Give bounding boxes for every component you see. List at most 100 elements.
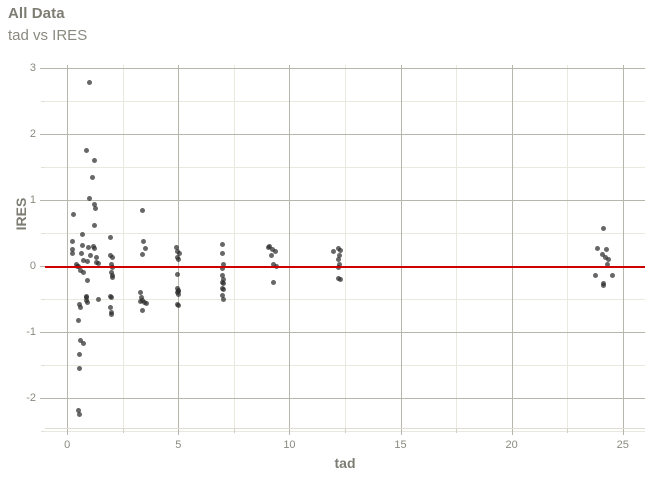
gridline-minor-horizontal: [45, 167, 645, 169]
gridline-minor-vertical: [122, 65, 124, 428]
gridline-major-vertical: [400, 65, 402, 428]
scatter-point: [220, 296, 226, 302]
y-tick-mark: [40, 68, 45, 70]
scatter-point: [89, 175, 95, 181]
scatter-point: [175, 271, 181, 277]
scatter-point: [138, 299, 144, 305]
scatter-point: [220, 250, 226, 256]
y-tick-label: -2: [26, 392, 36, 405]
scatter-point: [76, 302, 82, 308]
scatter-point: [601, 282, 607, 288]
scatter-point: [600, 251, 606, 257]
y-tick-mark-minor: [41, 167, 45, 169]
scatter-point: [84, 278, 90, 284]
gridline-major-vertical: [178, 65, 180, 428]
scatter-point: [80, 341, 86, 347]
y-tick-label: 3: [29, 62, 36, 75]
scatter-point: [77, 305, 83, 311]
scatter-point: [176, 288, 182, 294]
x-tick-mark: [511, 429, 513, 435]
gridline-major-vertical: [289, 65, 291, 428]
y-tick-label: -1: [26, 326, 36, 339]
scatter-point: [139, 251, 145, 257]
scatter-point: [610, 273, 616, 279]
gridline-minor-horizontal: [45, 299, 645, 301]
scatter-point: [271, 262, 277, 268]
y-tick-mark-minor: [41, 101, 45, 103]
x-tick-label: 25: [616, 439, 629, 451]
scatter-point: [272, 249, 278, 255]
scatter-point: [592, 273, 598, 279]
gridline-major-horizontal: [45, 398, 645, 400]
scatter-point: [271, 279, 277, 285]
y-tick-mark-minor: [41, 365, 45, 367]
scatter-point: [109, 255, 115, 261]
scatter-point: [71, 212, 77, 218]
scatter-point: [175, 303, 181, 309]
scatter-point: [109, 294, 115, 300]
x-tick-mark-minor: [567, 429, 569, 433]
x-tick-label: 5: [175, 439, 182, 451]
scatter-point: [267, 244, 273, 249]
scatter-point: [86, 80, 92, 86]
scatter-point: [91, 222, 97, 228]
y-axis-label: IRES: [13, 197, 29, 231]
scatter-point: [108, 304, 114, 310]
scatter-point: [138, 290, 144, 296]
gridline-major-horizontal: [45, 68, 645, 70]
scatter-point: [142, 245, 148, 251]
scatter-point: [109, 275, 115, 281]
gridline-major-vertical: [622, 65, 624, 428]
scatter-point: [176, 250, 182, 256]
x-tick-mark-minor: [345, 429, 346, 433]
x-tick-mark: [622, 429, 624, 435]
y-tick-mark: [40, 200, 45, 202]
scatter-point: [86, 196, 92, 202]
gridline-major-vertical: [511, 65, 513, 428]
scatter-point: [85, 245, 91, 251]
scatter-point: [173, 245, 179, 251]
y-tick-label: 2: [29, 128, 36, 141]
gridline-minor-vertical: [567, 65, 569, 428]
y-tick-mark: [40, 332, 45, 334]
gridline-minor-vertical: [345, 65, 346, 428]
scatter-point: [78, 337, 84, 343]
gridline-major-horizontal: [45, 200, 645, 202]
scatter-point: [140, 238, 146, 244]
gridline-major-vertical: [67, 65, 69, 428]
zero-reference-line: [45, 266, 645, 268]
scatter-point: [80, 270, 86, 276]
scatter-point: [92, 205, 98, 211]
scatter-point: [336, 256, 342, 262]
y-tick-mark: [40, 266, 45, 268]
scatter-point: [175, 256, 181, 262]
gridline-major-horizontal: [45, 332, 645, 334]
x-tick-mark: [289, 429, 291, 435]
scatter-point: [91, 245, 97, 251]
scatter-point: [80, 232, 86, 238]
scatter-point: [91, 202, 97, 208]
y-tick-mark-minor: [41, 299, 45, 301]
scatter-point: [93, 254, 99, 260]
scatter-point: [140, 308, 146, 314]
scatter-point: [96, 260, 102, 266]
scatter-point: [84, 295, 90, 301]
scatter-point: [78, 267, 84, 273]
scatter-point: [144, 300, 150, 306]
scatter-point: [337, 247, 343, 253]
scatter-point: [108, 261, 114, 267]
x-axis-line: [45, 428, 645, 429]
y-tick-label: 1: [29, 194, 36, 207]
x-axis-label: tad: [334, 455, 356, 471]
scatter-point: [220, 273, 226, 279]
scatter-point: [220, 277, 226, 282]
scatter-point: [76, 407, 82, 413]
gridline-minor-vertical: [456, 65, 458, 428]
scatter-point: [175, 291, 181, 297]
x-tick-label: 15: [394, 439, 407, 451]
x-tick-mark-minor: [233, 429, 235, 433]
scatter-point: [219, 266, 225, 272]
scatter-point: [221, 286, 227, 292]
x-tick-mark-minor: [122, 429, 124, 433]
